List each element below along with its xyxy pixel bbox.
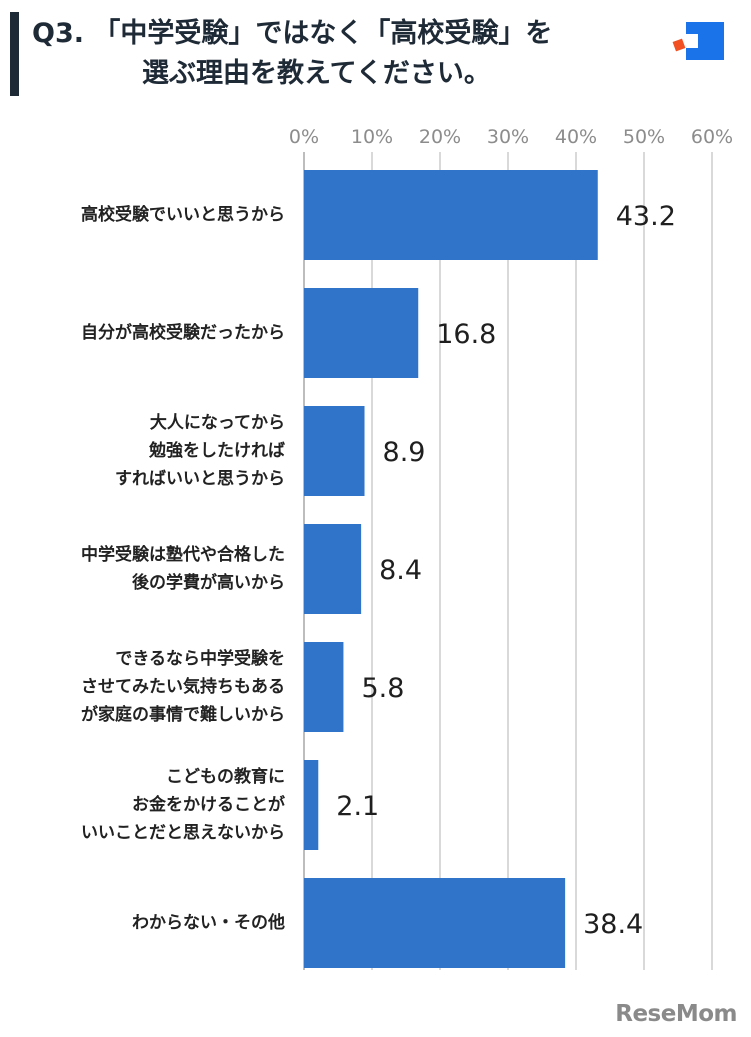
bar [304,878,566,968]
x-tick-label: 20% [419,126,461,148]
category-label: 中学受験は塾代や合格した後の学費が高いから [81,541,285,597]
value-label: 38.4 [583,909,643,940]
category-label-line: 後の学費が高いから [132,573,285,593]
category-label-line: こどもの教育に [166,767,285,787]
value-label: 16.8 [436,319,496,350]
category-label-line: できるなら中学受験を [115,649,285,669]
category-label: 自分が高校受験だったから [81,319,285,347]
category-label-line: すればいいと思うから [115,469,285,489]
category-label-line: 中学受験は塾代や合格した [81,545,285,565]
x-tick-label: 50% [623,126,665,148]
bar [304,288,419,378]
page-title: Q3. 「中学受験」ではなく「高校受験」を 選ぶ理由を教えてください。 [32,14,652,94]
category-label-line: 自分が高校受験だったから [81,323,285,343]
logo-icon [672,22,724,60]
value-label: 8.9 [383,437,426,468]
x-tick-label: 40% [555,126,597,148]
title-line-1: Q3. 「中学受験」ではなく「高校受験」を [32,18,553,49]
category-label-line: 大人になってから [149,413,285,433]
value-label: 43.2 [616,201,676,232]
x-tick-label: 10% [351,126,393,148]
value-label: 2.1 [336,791,379,822]
category-label-line: 高校受験でいいと思うから [81,205,285,225]
title-accent-bar [10,12,19,96]
value-label: 5.8 [361,673,404,704]
bar [304,642,344,732]
x-tick-label: 60% [691,126,733,148]
x-tick-label: 30% [487,126,529,148]
value-label: 8.4 [379,555,422,586]
category-label-line: いいことだと思えないから [81,823,285,843]
category-label-line: わからない・その他 [132,913,285,933]
category-label: 大人になってから 勉強をしたければすればいいと思うから [115,409,285,493]
bar-chart: 0% 10% 20% 30% 40% 50% 60% 43.2 16.8 8.9 8.4 5.8 2.1… [289,126,733,970]
category-label-line: 勉強をしたければ [149,441,285,461]
category-label: できるなら中学受験をさせてみたい気持ちもある が家庭の事情で難しいから [81,645,285,729]
category-label-line: が家庭の事情で難しいから [81,705,285,725]
bar [304,170,598,260]
title-line-2: 選ぶ理由を教えてください。 [142,58,491,89]
category-label-line: お金をかけることが [132,795,285,815]
category-label: こどもの教育にお金をかけることがいいことだと思えないから [81,763,285,847]
x-tick-label: 0% [289,126,319,148]
category-label-line: させてみたい気持ちもある [81,677,285,697]
brand-logo: ReseMom [615,1001,737,1027]
bar [304,524,362,614]
category-label: わからない・その他 [132,909,285,937]
bar [304,406,365,496]
bar [304,760,319,850]
category-label: 高校受験でいいと思うから [81,201,285,229]
